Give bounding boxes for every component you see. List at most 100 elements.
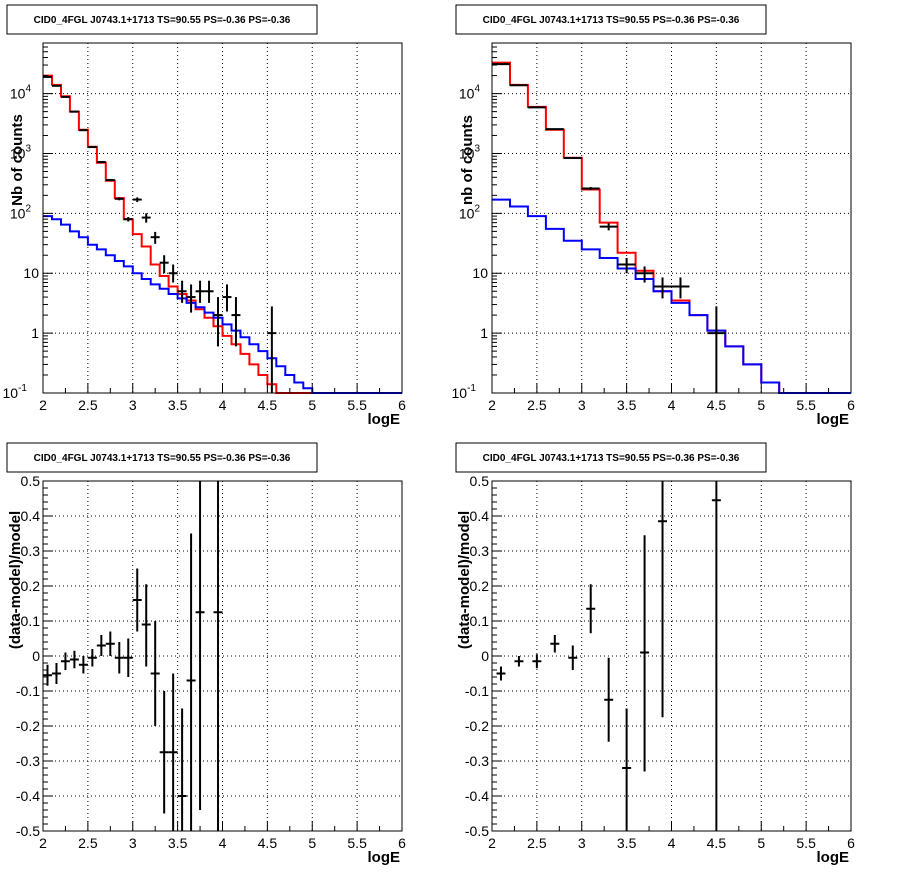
y-tick-label: 0.5 bbox=[470, 473, 490, 489]
data-point bbox=[222, 284, 232, 312]
panel-title: CID0_4FGL J0743.1+1713 TS=90.55 PS=-0.36… bbox=[34, 15, 291, 26]
y-tick-label: 0.2 bbox=[470, 578, 490, 594]
data-point bbox=[635, 266, 654, 283]
data-point bbox=[195, 280, 205, 303]
data-point bbox=[78, 656, 88, 674]
y-axis-label: nb of counts bbox=[459, 115, 476, 205]
y-tick-label: -0.1 bbox=[465, 683, 489, 699]
y-tick-label: 1 bbox=[480, 325, 488, 341]
data-point bbox=[159, 691, 169, 814]
x-axis: 2 2.5 3 3.5 4 4.5 5 5.5 6 bbox=[39, 821, 406, 851]
x-tick-label: 2.5 bbox=[527, 835, 547, 851]
x-tick-label: 3.5 bbox=[617, 835, 637, 851]
data-point bbox=[707, 306, 726, 393]
y-tick-label: -0.4 bbox=[16, 788, 40, 804]
data-point bbox=[267, 306, 277, 393]
y-tick-label: -0.5 bbox=[16, 823, 40, 839]
data-point bbox=[159, 255, 169, 274]
x-tick-label: 3 bbox=[578, 397, 586, 413]
x-tick-label: 4 bbox=[219, 397, 227, 413]
y-tick-label: 10 bbox=[472, 265, 488, 281]
residual-panel-left: CID0_4FGL J0743.1+1713 TS=90.55 PS=-0.36… bbox=[6, 442, 406, 866]
x-tick-label: 4.5 bbox=[258, 397, 278, 413]
y-tick-label: 0.4 bbox=[470, 508, 490, 524]
title-box bbox=[6, 4, 318, 35]
data-point bbox=[658, 481, 668, 718]
x-tick-label: 5.5 bbox=[796, 835, 816, 851]
x-tick-label: 5 bbox=[757, 397, 765, 413]
y-tick-label: 0.4 bbox=[21, 508, 41, 524]
x-tick-label: 6 bbox=[847, 835, 855, 851]
x-tick-label: 6 bbox=[847, 397, 855, 413]
data-point bbox=[141, 584, 151, 667]
x-tick-label: 3.5 bbox=[168, 835, 188, 851]
y-tick-label: 0.3 bbox=[21, 543, 41, 559]
panel-title: CID0_4FGL J0743.1+1713 TS=90.55 PS=-0.36… bbox=[483, 453, 740, 464]
data-point bbox=[599, 223, 618, 231]
data-point bbox=[150, 621, 160, 726]
data-point bbox=[105, 178, 115, 182]
counts-panel-left: CID0_4FGL J0743.1+1713 TS=90.55 PS=-0.36… bbox=[3, 4, 406, 428]
data-point bbox=[581, 187, 600, 191]
x-tick-label: 2.5 bbox=[78, 397, 98, 413]
data-point bbox=[177, 708, 187, 831]
x-tick-label: 3 bbox=[578, 835, 586, 851]
x-tick-label: 2 bbox=[39, 397, 47, 413]
title-box bbox=[6, 442, 318, 473]
data-point bbox=[60, 95, 70, 98]
x-axis-label: logE bbox=[817, 411, 850, 428]
y-tick-label: 1 bbox=[31, 325, 39, 341]
data-point bbox=[563, 157, 582, 160]
data-point bbox=[640, 535, 650, 772]
y-tick-label: -0.2 bbox=[16, 718, 40, 734]
y-tick-label: 10 bbox=[23, 265, 39, 281]
x-tick-label: 4 bbox=[668, 835, 676, 851]
x-tick-label: 5 bbox=[308, 397, 316, 413]
data-point bbox=[604, 657, 614, 742]
data-point bbox=[60, 652, 70, 670]
data-point bbox=[114, 642, 124, 674]
y-tick-label: -0.1 bbox=[16, 683, 40, 699]
title-box bbox=[455, 4, 767, 35]
x-axis-label: logE bbox=[368, 849, 401, 866]
data-point bbox=[586, 584, 596, 634]
y-tick-label: 0.5 bbox=[21, 473, 41, 489]
data-point bbox=[96, 161, 106, 164]
data-point bbox=[532, 654, 542, 669]
x-tick-label: 3 bbox=[129, 397, 137, 413]
x-tick-label: 4 bbox=[668, 397, 676, 413]
x-tick-label: 4.5 bbox=[707, 835, 727, 851]
data-point bbox=[123, 216, 133, 222]
x-tick-label: 5 bbox=[308, 835, 316, 851]
data-point bbox=[43, 75, 52, 78]
y-tick-label: 0 bbox=[481, 648, 489, 664]
y-axis: -0.5 -0.4 -0.3 -0.2 -0.1 0 0.1 0.2 0.3 0.4 0.5 bbox=[16, 473, 53, 839]
x-tick-label: 2.5 bbox=[527, 397, 547, 413]
x-tick-label: 4.5 bbox=[258, 835, 278, 851]
data-point bbox=[213, 481, 223, 831]
x-axis-label: logE bbox=[817, 849, 850, 866]
y-tick-label: 0 bbox=[32, 648, 40, 664]
plot-area bbox=[43, 481, 223, 831]
y-axis-label: (data-model)/model bbox=[7, 511, 24, 649]
plot-area bbox=[496, 481, 721, 831]
y-axis-label: Nb of counts bbox=[9, 114, 26, 206]
data-point bbox=[132, 568, 142, 632]
data-point bbox=[43, 664, 52, 686]
data-point bbox=[87, 146, 97, 149]
data-point bbox=[177, 280, 187, 303]
x-tick-label: 2 bbox=[39, 835, 47, 851]
x-tick-label: 2 bbox=[488, 397, 496, 413]
data-point bbox=[132, 197, 142, 202]
panel-title: CID0_4FGL J0743.1+1713 TS=90.55 PS=-0.36… bbox=[483, 15, 740, 26]
data-point bbox=[51, 663, 61, 684]
data-point bbox=[69, 650, 79, 669]
data-point bbox=[617, 257, 636, 274]
x-tick-label: 3.5 bbox=[168, 397, 188, 413]
x-tick-label: 5.5 bbox=[347, 835, 367, 851]
counts-panel-right: CID0_4FGL J0743.1+1713 TS=90.55 PS=-0.36… bbox=[452, 4, 855, 428]
y-tick-label: 0.2 bbox=[21, 578, 41, 594]
y-tick-label: -0.5 bbox=[465, 823, 489, 839]
data-point bbox=[186, 284, 196, 313]
